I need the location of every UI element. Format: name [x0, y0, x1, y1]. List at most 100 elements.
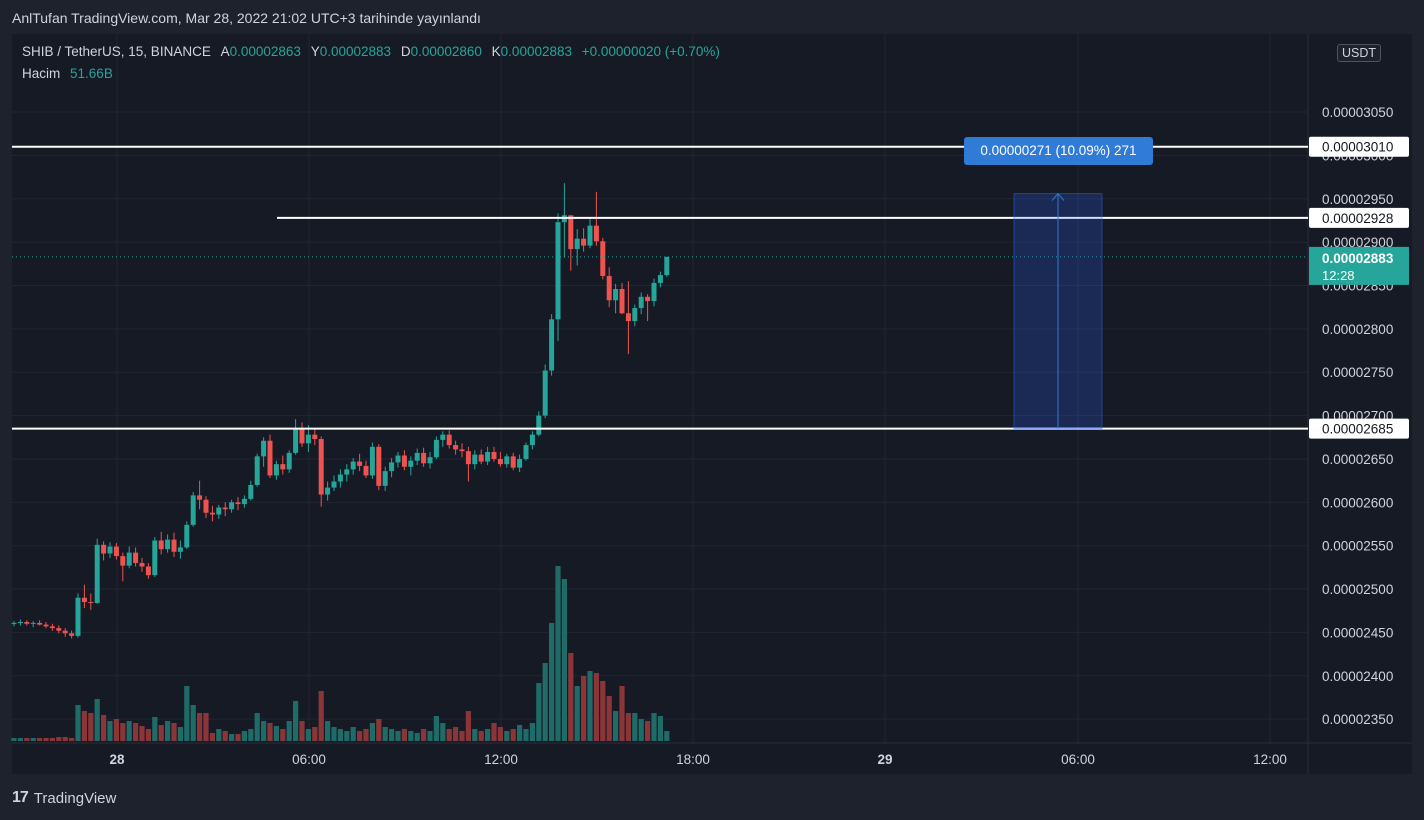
candle-body: [363, 465, 369, 476]
candle-body: [632, 308, 638, 322]
level-price-label: 0.00002685: [1322, 422, 1393, 437]
volume-bar: [587, 671, 593, 741]
candle-body: [318, 439, 324, 495]
candle-body: [107, 546, 113, 554]
volume-bar: [344, 731, 350, 741]
legend-symbol[interactable]: SHIB / TetherUS, 15, BINANCE: [22, 44, 211, 59]
last-price-countdown: 12:28: [1322, 268, 1355, 283]
volume-bar: [261, 721, 267, 741]
candle-body: [286, 452, 292, 470]
price-tick-label: 0.00002750: [1322, 365, 1393, 380]
volume-bar: [625, 713, 631, 741]
price-tick-label: 0.00002450: [1322, 625, 1393, 640]
volume-bar: [657, 716, 663, 741]
candle-body: [421, 452, 427, 464]
volume-bar: [280, 729, 286, 741]
volume-bar: [30, 738, 36, 741]
chart-pane[interactable]: [12, 34, 1412, 774]
volume-bar: [600, 681, 606, 741]
volume-bar: [267, 723, 273, 741]
volume-bar: [88, 713, 94, 741]
candle-body: [305, 434, 311, 444]
level-price-box: [1309, 207, 1409, 228]
volume-bar: [510, 729, 516, 741]
volume-bar: [555, 566, 561, 741]
candle-body: [177, 547, 183, 552]
candle-body: [30, 622, 36, 624]
volume-bar: [638, 719, 644, 741]
volume-bar: [382, 727, 388, 741]
candle-body: [529, 434, 535, 446]
volume-bar: [491, 723, 497, 741]
candle-body: [37, 622, 43, 625]
volume-bar: [152, 717, 158, 741]
volume-bar: [312, 727, 318, 741]
footer-brand[interactable]: 17 TradingView: [12, 789, 116, 807]
candle-body: [427, 457, 433, 464]
volume-bar: [414, 733, 420, 741]
legend-open-label: A: [220, 44, 230, 59]
price-tick-label: 0.00002900: [1322, 235, 1393, 250]
candle-body: [222, 507, 228, 510]
candle-body: [197, 495, 203, 500]
candle-body: [478, 454, 484, 462]
volume-bar: [286, 721, 292, 741]
volume-bar: [651, 713, 657, 741]
volume-bar: [472, 729, 478, 741]
candle-body: [587, 225, 593, 246]
candle-body: [574, 238, 580, 250]
price-tick-label: 0.00002550: [1322, 539, 1393, 554]
volume-bar: [350, 727, 356, 741]
volume-bar: [11, 738, 17, 741]
candle-body: [171, 539, 177, 552]
price-tick-label: 0.00002600: [1322, 495, 1393, 510]
candle-body: [600, 241, 606, 276]
volume-bar: [542, 663, 548, 741]
candle-body: [254, 456, 260, 485]
candle-body: [312, 434, 318, 440]
candle-body: [408, 460, 414, 467]
candle-body: [11, 622, 17, 624]
volume-bar: [235, 734, 241, 741]
candle-body: [62, 630, 68, 634]
volume-bar: [357, 731, 363, 741]
volume-bar: [171, 723, 177, 741]
candle-body: [446, 434, 452, 446]
candle-body: [209, 512, 215, 515]
candle-body: [651, 282, 657, 302]
volume-bar: [254, 713, 260, 741]
volume-bar: [184, 686, 190, 741]
candle-body: [568, 215, 574, 250]
candle-body: [536, 415, 542, 435]
volume-bar: [593, 673, 599, 741]
volume-bar: [421, 729, 427, 741]
legend-close-label: K: [491, 44, 501, 59]
candle-body: [376, 446, 382, 486]
price-tick-label: 0.00003050: [1322, 105, 1393, 120]
volume-bar: [337, 729, 343, 741]
candle-body: [235, 502, 241, 505]
volume-legend: Hacim 51.66B: [22, 66, 113, 81]
candle-body: [638, 296, 644, 309]
candle-body: [24, 622, 30, 624]
volume-bar: [485, 729, 491, 741]
volume-label[interactable]: Hacim: [22, 66, 61, 81]
volume-bar: [37, 738, 43, 741]
volume-bar: [49, 738, 55, 741]
legend-high-label: Y: [310, 44, 320, 59]
footer-brand-text: TradingView: [33, 789, 117, 807]
candle-body: [517, 458, 523, 468]
volume-bar: [139, 726, 145, 741]
candle-body: [133, 552, 139, 564]
candle-body: [453, 445, 459, 450]
volume-bar: [126, 721, 132, 741]
time-tick-label: 29: [877, 752, 892, 767]
legend-close: 0.00002883: [500, 44, 572, 59]
candle-body: [542, 370, 548, 416]
volume-bar: [273, 726, 279, 741]
candle-body: [549, 319, 555, 371]
volume-bar: [440, 723, 446, 741]
volume-bar: [446, 729, 452, 741]
currency-unit-button[interactable]: USDT: [1337, 44, 1382, 62]
